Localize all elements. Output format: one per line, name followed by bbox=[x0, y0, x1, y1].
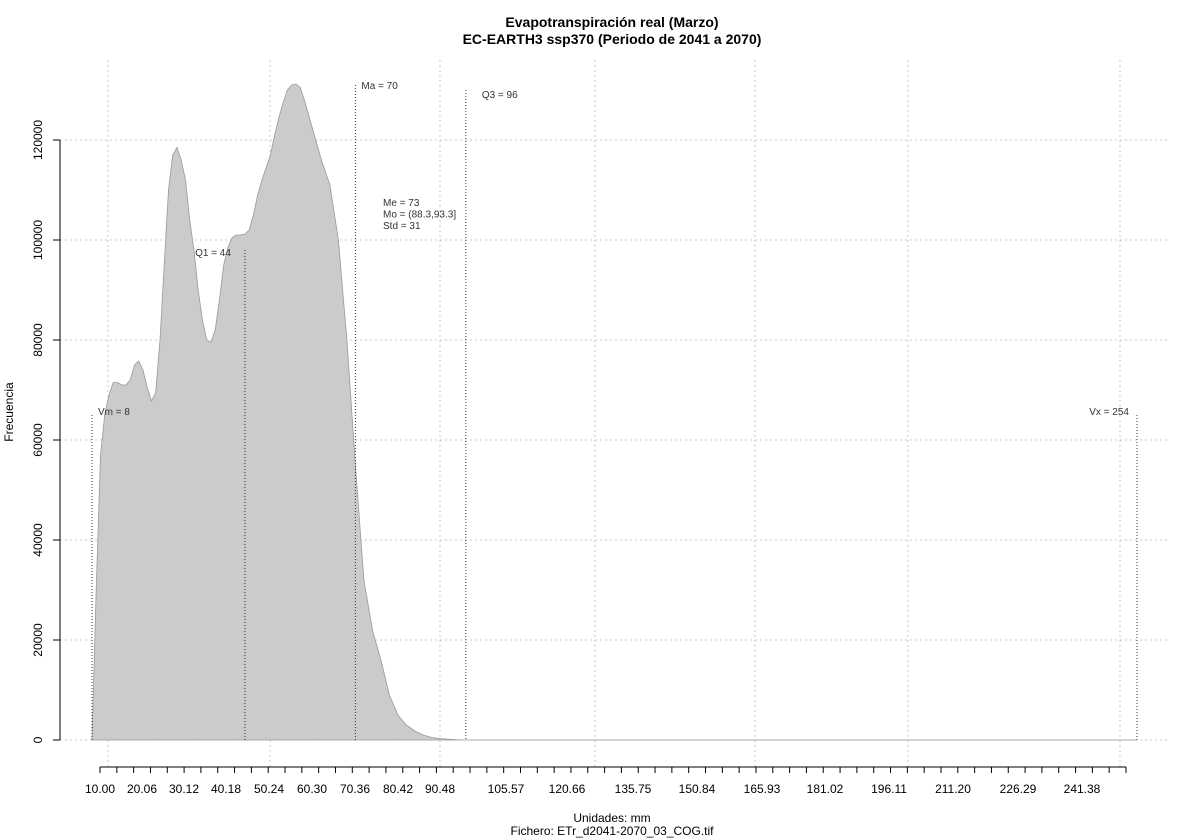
x-tick-label: 60.30 bbox=[297, 782, 327, 796]
footer-filename: Fichero: ETr_d2041-2070_03_COG.tif bbox=[511, 824, 715, 838]
marker-label: Vm = 8 bbox=[98, 407, 130, 418]
x-tick-label: 211.20 bbox=[935, 782, 971, 796]
y-tick-label: 80000 bbox=[31, 323, 45, 357]
x-tick-label: 120.66 bbox=[549, 782, 586, 796]
y-tick-label: 60000 bbox=[31, 423, 45, 457]
x-tick-label: 40.18 bbox=[211, 782, 241, 796]
marker-label: Vx = 254 bbox=[1089, 407, 1129, 418]
x-tick-label: 80.42 bbox=[383, 782, 413, 796]
marker-label: Q3 = 96 bbox=[482, 90, 518, 101]
y-tick-label: 0 bbox=[31, 736, 45, 743]
density-area bbox=[91, 83, 1137, 741]
y-axis: 0 20000 40000 60000 80000 100000 120000 bbox=[31, 120, 61, 743]
x-tick-label: 70.36 bbox=[340, 782, 370, 796]
x-tick-label: 30.12 bbox=[169, 782, 199, 796]
marker-label: Q1 = 44 bbox=[195, 248, 231, 259]
x-tick-label: 90.48 bbox=[425, 782, 455, 796]
x-tick-label: 150.84 bbox=[679, 782, 716, 796]
density-area-path bbox=[91, 83, 1137, 741]
stat-line: Mo = (88.3,93.3] bbox=[383, 210, 456, 221]
marker-label: Ma = 70 bbox=[361, 81, 398, 92]
chart-title: Evapotranspiración real (Marzo) bbox=[505, 14, 718, 30]
chart-subtitle: EC-EARTH3 ssp370 (Periodo de 2041 a 2070… bbox=[463, 31, 762, 47]
y-tick-label: 100000 bbox=[31, 220, 45, 260]
x-tick-label: 50.24 bbox=[254, 782, 284, 796]
x-axis: 10.00 20.06 30.12 40.18 50.24 60.30 70.36 80.42… bbox=[85, 766, 1127, 796]
x-tick-label: 10.00 bbox=[85, 782, 115, 796]
x-tick-label: 226.29 bbox=[1000, 782, 1037, 796]
y-tick-label: 20000 bbox=[31, 623, 45, 657]
y-tick-label: 120000 bbox=[31, 120, 45, 160]
marker-lines: Vm = 8 Q1 = 44 Ma = 70 Q3 = 96 Vx = 254 bbox=[91, 81, 1138, 740]
y-axis-label: Frecuencia bbox=[2, 382, 16, 442]
x-axis-label: Unidades: mm bbox=[573, 811, 650, 825]
stat-line: Std = 31 bbox=[383, 221, 421, 232]
x-tick-label: 196.11 bbox=[871, 782, 907, 796]
stat-line: Me = 73 bbox=[383, 198, 420, 209]
x-tick-label: 241.38 bbox=[1064, 782, 1101, 796]
x-tick-label: 165.93 bbox=[744, 782, 781, 796]
x-tick-label: 105.57 bbox=[488, 782, 525, 796]
y-tick-label: 40000 bbox=[31, 523, 45, 557]
x-tick-label: 135.75 bbox=[615, 782, 652, 796]
x-tick-label: 181.02 bbox=[807, 782, 844, 796]
x-tick-label: 20.06 bbox=[127, 782, 157, 796]
